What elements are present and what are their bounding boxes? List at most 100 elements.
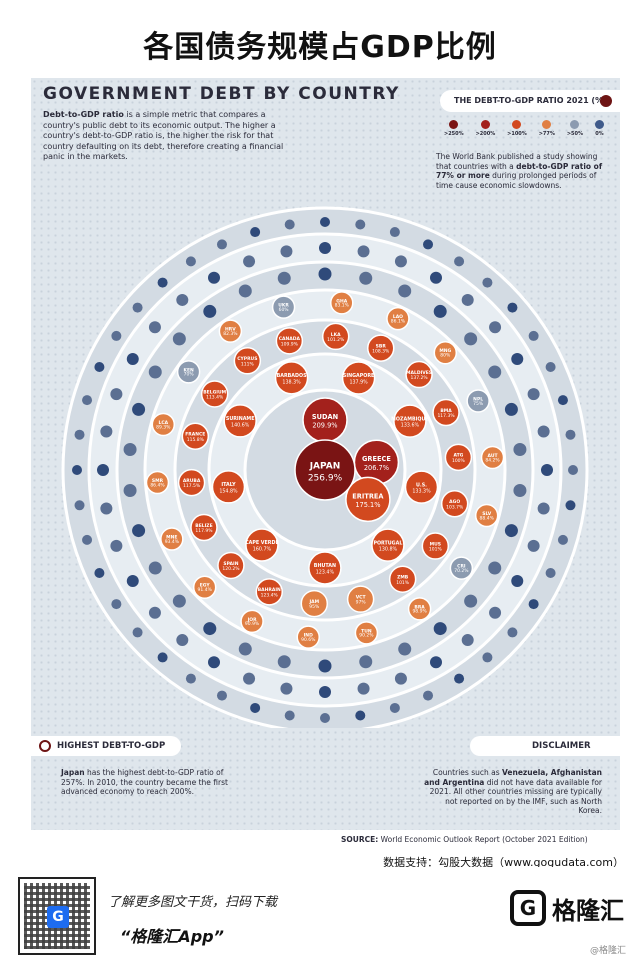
bubble-value: 97%: [356, 600, 367, 606]
country-bubble: [513, 443, 527, 457]
source-text: World Economic Outlook Report (October 2…: [378, 835, 588, 844]
bubble-value: 130.8%: [379, 547, 398, 553]
bubble-value: 86.1%: [391, 319, 406, 325]
country-bubble: [568, 465, 578, 475]
bubble-circle: [190, 513, 218, 542]
country-bubble: [208, 656, 220, 669]
bubble-value: 70%: [184, 372, 195, 378]
country-bubble: [238, 284, 252, 298]
country-bubble: [319, 686, 331, 698]
bubble-value: 101.2%: [327, 337, 345, 343]
bubble-label: FRANCE: [185, 432, 205, 438]
bubble-circle: [345, 476, 391, 523]
bubble-value: 206.7%: [364, 464, 389, 472]
qr-code[interactable]: G: [18, 877, 96, 955]
bubble-label: BHUTAN: [314, 563, 336, 569]
country-bubble: [433, 622, 447, 636]
source-label: SOURCE:: [341, 835, 379, 844]
bubble-value: 137.2%: [410, 375, 428, 381]
country-bubble: [318, 267, 332, 281]
country-bubble: [148, 321, 161, 334]
country-bubble: [203, 304, 217, 318]
bubble-label: IND: [304, 633, 313, 639]
bubble-label: VCT: [356, 595, 367, 601]
legend-swatch: [480, 120, 490, 129]
bubble-label: ERITREA: [352, 492, 384, 500]
bubble-value: 84.2%: [485, 457, 500, 463]
legend-title-text: THE DEBT-TO-GDP RATIO 2021 (%): [454, 96, 607, 105]
bubble-label: GREECE: [362, 455, 391, 463]
bubble-label: SUDAN: [312, 413, 338, 421]
country-bubble: [398, 284, 412, 298]
bubble-circle: [444, 443, 473, 472]
watermark: @格隆汇: [589, 946, 626, 956]
country-bubble: [126, 575, 139, 587]
bubble-circle: [151, 412, 176, 437]
legend-title: THE DEBT-TO-GDP RATIO 2021 (%): [440, 90, 620, 112]
country-bubble: [319, 242, 331, 254]
country-bubble: [320, 217, 330, 227]
country-bubble: [148, 606, 161, 619]
country-bubble: [132, 627, 143, 638]
bubble-circle: [341, 361, 376, 395]
disclaimer-title: DISCLAIMER: [532, 741, 591, 751]
country-bubble: [243, 672, 256, 685]
bubble-label: AGO: [449, 499, 460, 505]
bubble-value: 123.4%: [261, 592, 279, 598]
country-bubble: [513, 483, 527, 497]
bubble-circle: [480, 445, 505, 470]
country-bubble: [172, 332, 186, 346]
bubble-value: 80%: [440, 353, 451, 359]
country-bubble: [430, 656, 442, 669]
country-bubble: [355, 219, 366, 230]
bubble-value: 120.2%: [222, 566, 240, 572]
disclaimer-pre: Countries such as: [432, 768, 502, 777]
country-bubble: [461, 293, 474, 306]
legend-swatch: [570, 120, 580, 129]
country-bubble: [504, 524, 518, 538]
country-bubble: [359, 271, 373, 285]
infographic-poster: GOVERNMENT DEBT BY COUNTRY Debt-to-GDP r…: [31, 78, 620, 850]
country-bubble: [433, 304, 447, 318]
bubble-label: BARBADOS: [277, 373, 307, 379]
legend-label: 0%: [595, 131, 604, 137]
country-bubble: [537, 425, 550, 438]
country-bubble: [123, 443, 137, 457]
country-bubble: [398, 642, 412, 656]
country-bubble: [527, 539, 540, 552]
country-bubble: [482, 277, 493, 288]
bubble-label: ITALY: [221, 482, 236, 488]
country-bubble: [507, 627, 518, 638]
country-bubble: [132, 402, 146, 416]
bubble-circle: [433, 340, 458, 365]
bubble-value: 101%: [396, 580, 410, 586]
highest-debt-title: HIGHEST DEBT-TO-GDP: [57, 741, 166, 751]
bubble-label: CANADA: [279, 336, 301, 342]
legend-swatch: [594, 120, 604, 129]
page-title: 各国债务规模占GDP比例: [143, 30, 497, 65]
country-bubble: [243, 255, 256, 268]
footer: G 了解更多图文干货，扫码下载 “格隆汇App” G 格隆汇 @格隆汇: [0, 867, 640, 969]
country-bubble: [74, 500, 85, 511]
bubble-circle: [440, 489, 469, 518]
country-bubble: [565, 429, 576, 440]
bubble-circle: [200, 380, 229, 408]
country-bubble: [557, 395, 568, 406]
legend-label: >250%: [444, 131, 464, 137]
bubble-circle: [388, 565, 417, 593]
country-bubble: [94, 361, 105, 372]
disclaimer-post: did not have data available for 2021. Al…: [429, 777, 602, 816]
bubble-circle: [405, 360, 433, 389]
bubble-label: MOZAMBIQUE: [391, 416, 429, 422]
